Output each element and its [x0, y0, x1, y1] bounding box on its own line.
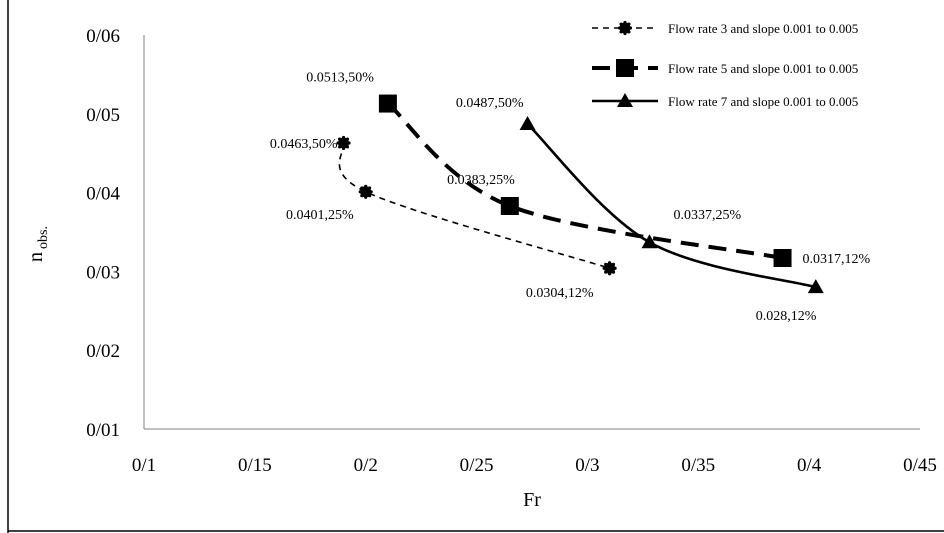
y-axis-title-main: n	[25, 252, 47, 262]
data-label: 0.028,12%	[756, 309, 817, 324]
series-line-2	[386, 102, 783, 260]
legend-marker	[617, 20, 633, 36]
series-2-point-marker	[378, 94, 397, 113]
x-tick-label: 0/45	[903, 455, 937, 476]
x-tick-label: 0/3	[575, 455, 599, 476]
data-label: 0.0463,50%	[270, 137, 338, 152]
x-tick-label: 0/1	[132, 455, 156, 476]
chart-series	[336, 94, 824, 294]
y-tick-label: 0/02	[86, 341, 120, 362]
x-axis-title: Fr	[523, 489, 541, 511]
chart-frame	[7, 0, 944, 533]
legend: Flow rate 3 and slope 0.001 to 0.005 Flow…	[592, 20, 858, 109]
series-3-point-marker	[519, 116, 536, 131]
chart-axes	[143, 35, 920, 430]
series-1-point-marker	[602, 261, 617, 276]
series-2-point-marker	[500, 196, 519, 215]
data-label: 0.0317,12%	[803, 252, 871, 267]
legend-label: Flow rate 5 and slope 0.001 to 0.005	[668, 61, 858, 76]
legend-label: Flow rate 7 and slope 0.001 to 0.005	[668, 94, 858, 109]
series-line-1	[338, 142, 610, 270]
x-tick-labels: 0/1 0/15 0/2 0/25 0/3 0/35 0/4 0/45	[132, 455, 937, 476]
y-tick-labels: 0/01 0/02 0/03 0/04 0/05 0/06	[86, 26, 120, 441]
data-label: 0.0304,12%	[526, 286, 594, 301]
legend-marker	[617, 93, 633, 107]
data-label: 0.0383,25%	[447, 173, 515, 188]
x-tick-label: 0/4	[797, 455, 822, 476]
legend-entry: Flow rate 7 and slope 0.001 to 0.005	[592, 93, 858, 109]
x-tick-label: 0/2	[354, 455, 378, 476]
series-1-point-marker	[358, 184, 373, 199]
legend-entry: Flow rate 5 and slope 0.001 to 0.005	[592, 59, 858, 77]
data-label: 0.0487,50%	[456, 96, 524, 111]
y-tick-label: 0/01	[86, 420, 120, 441]
series-3-point-marker	[807, 279, 824, 294]
data-labels: 0.0463,50% 0.0401,25% 0.0304,12% 0.0513,50%…	[270, 71, 871, 325]
data-label: 0.0401,25%	[286, 208, 354, 223]
series-2-point-marker	[773, 249, 792, 268]
y-axis-title-sub: obs.	[36, 226, 51, 249]
data-label: 0.0337,25%	[674, 208, 742, 223]
legend-label: Flow rate 3 and slope 0.001 to 0.005	[668, 21, 858, 36]
y-tick-label: 0/03	[86, 262, 120, 283]
x-tick-label: 0/15	[238, 455, 272, 476]
legend-marker	[616, 59, 634, 77]
x-tick-label: 0/25	[460, 455, 494, 476]
y-tick-label: 0/05	[86, 105, 120, 126]
legend-entry: Flow rate 3 and slope 0.001 to 0.005	[592, 20, 858, 36]
y-axis-title: n obs.	[25, 226, 51, 262]
y-tick-label: 0/04	[86, 184, 120, 205]
series-line-3	[526, 123, 817, 289]
series-1-point-marker	[336, 135, 351, 151]
y-tick-label: 0/06	[86, 26, 120, 47]
data-label: 0.0513,50%	[306, 71, 374, 86]
x-tick-label: 0/35	[681, 455, 715, 476]
series-3-point-marker	[641, 234, 658, 249]
